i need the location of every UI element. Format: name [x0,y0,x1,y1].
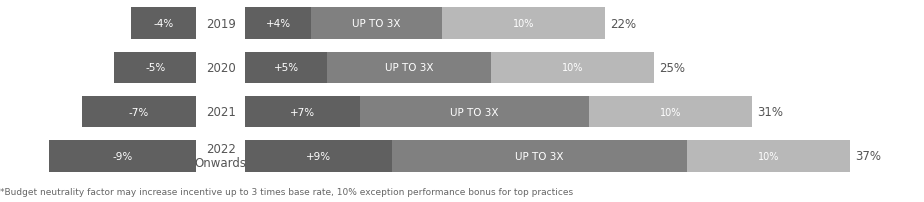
Text: +9%: +9% [307,151,332,161]
Bar [245,8,310,40]
Text: 22%: 22% [610,18,636,31]
Text: +7%: +7% [290,107,315,117]
Text: 2021: 2021 [206,105,236,118]
Text: -4%: -4% [153,19,174,29]
Text: 10%: 10% [513,19,534,29]
Text: 31%: 31% [757,105,784,118]
Bar [245,52,327,84]
Text: 37%: 37% [856,149,881,162]
Text: 2019: 2019 [206,18,236,31]
Bar [393,140,687,172]
Bar [131,8,196,40]
Bar [327,52,491,84]
Bar [310,8,442,40]
Text: +4%: +4% [265,19,290,29]
Bar [359,96,589,128]
Text: UP TO 3X: UP TO 3X [516,151,564,161]
Text: -5%: -5% [145,63,165,73]
Text: +5%: +5% [274,63,298,73]
Bar [491,52,654,84]
Text: 10%: 10% [562,63,583,73]
Bar [589,96,752,128]
Text: 10%: 10% [660,107,681,117]
Text: -9%: -9% [113,151,133,161]
Text: 10%: 10% [758,151,779,161]
Bar [687,140,850,172]
Text: UP TO 3X: UP TO 3X [450,107,499,117]
Text: 2020: 2020 [206,62,236,75]
Bar [81,96,196,128]
Bar [442,8,605,40]
Text: 25%: 25% [659,62,685,75]
Bar [49,140,196,172]
Bar [245,96,359,128]
Bar [245,140,393,172]
Text: *Budget neutrality factor may increase incentive up to 3 times base rate, 10% ex: *Budget neutrality factor may increase i… [0,187,573,197]
Text: 2022
Onwards: 2022 Onwards [195,142,247,169]
Text: UP TO 3X: UP TO 3X [352,19,400,29]
Bar [115,52,196,84]
Text: -7%: -7% [128,107,149,117]
Text: UP TO 3X: UP TO 3X [384,63,433,73]
